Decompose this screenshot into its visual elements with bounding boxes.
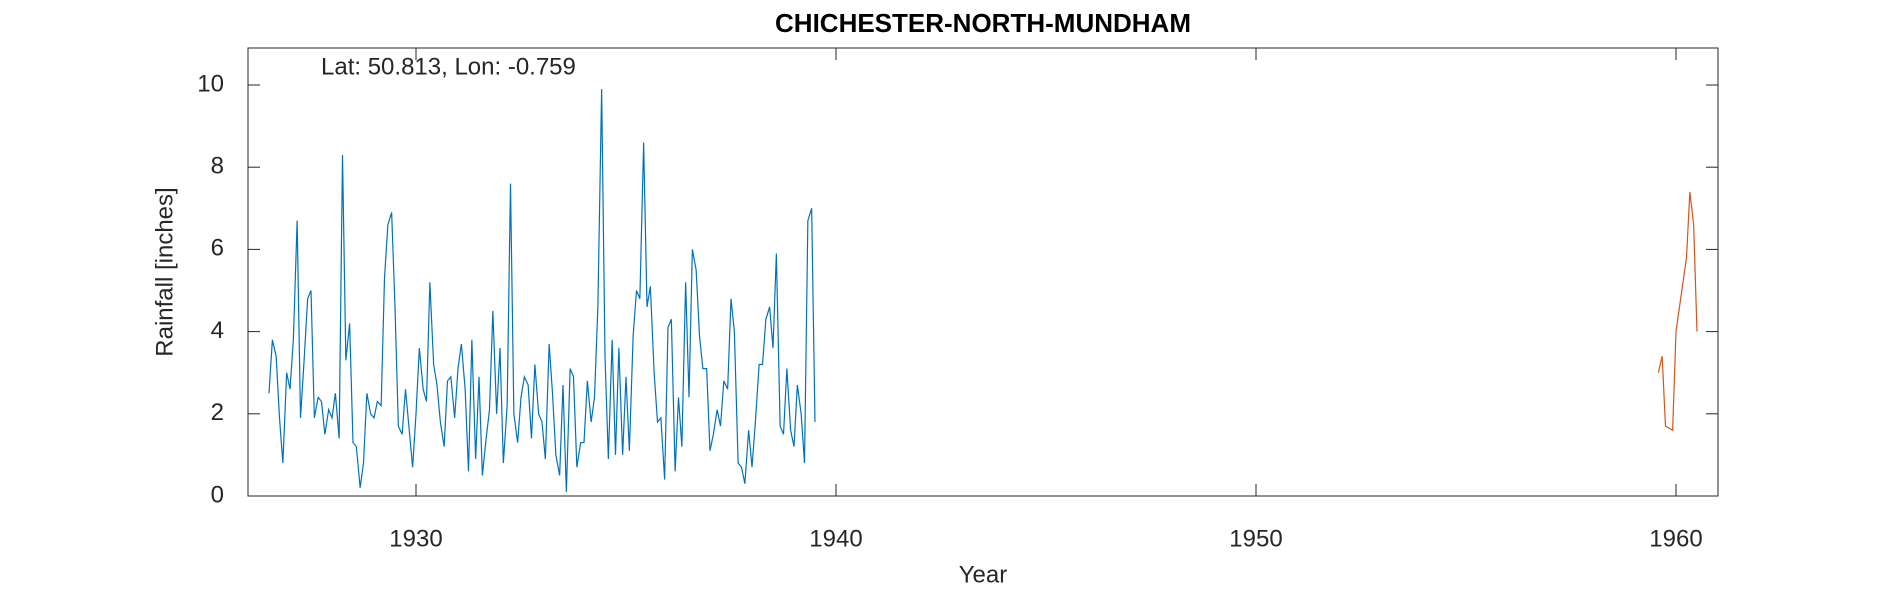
x-tick-label: 1960	[1649, 525, 1702, 552]
x-tick-label: 1940	[809, 525, 862, 552]
y-tick-label: 10	[197, 70, 224, 97]
x-tick-label: 1950	[1229, 525, 1282, 552]
x-tick-label: 1930	[389, 525, 442, 552]
axes-box	[247, 47, 1719, 497]
y-axis-label: Rainfall [inches]	[151, 187, 178, 356]
y-tick-label: 8	[211, 153, 224, 180]
y-tick-label: 4	[211, 317, 224, 344]
y-tick-label: 2	[211, 399, 224, 426]
series-line	[1657, 191, 1698, 432]
y-tick-label: 0	[211, 481, 224, 508]
chart-title: CHICHESTER-NORTH-MUNDHAM	[775, 8, 1191, 38]
y-tick-label: 6	[211, 235, 224, 262]
x-axis-label: Year	[959, 561, 1008, 588]
annotation: Lat: 50.813, Lon: -0.759	[321, 53, 576, 80]
series-line	[268, 89, 816, 492]
